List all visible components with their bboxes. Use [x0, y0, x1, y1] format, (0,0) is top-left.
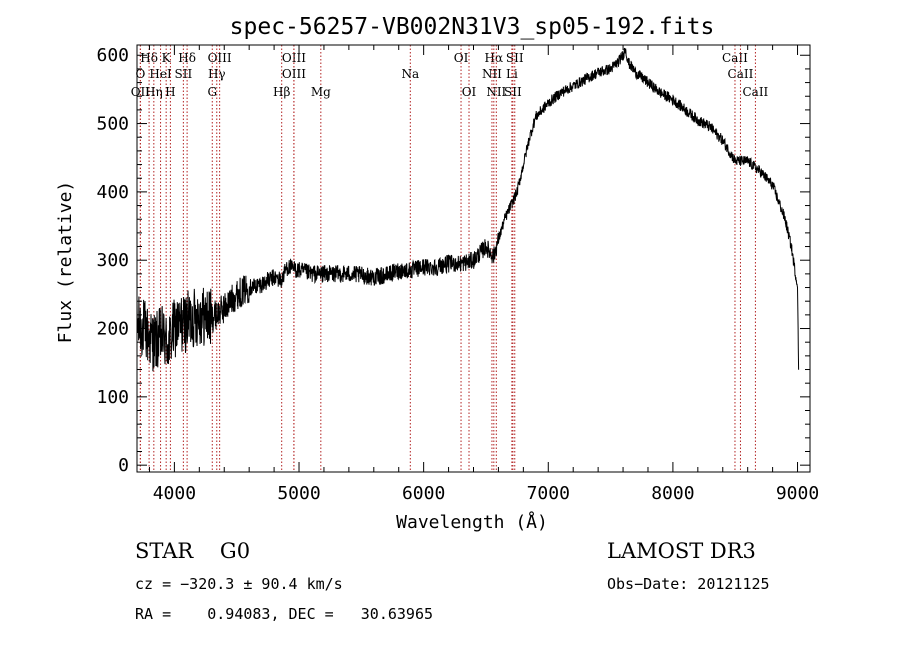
- survey-name: LAMOST DR3: [607, 539, 756, 563]
- redshift-cz: cz = −320.3 ± 90.4 km/s: [135, 575, 343, 593]
- spectrum-chart: spec-56257-VB002N31V3_sp05-192.fits Hδ K H…: [55, 14, 819, 533]
- x-tick-label: 9000: [776, 483, 819, 504]
- y-tick-label: 300: [96, 250, 129, 271]
- line-label: OII: [131, 85, 151, 99]
- line-label: HeI: [149, 67, 172, 81]
- line-label: H: [165, 85, 175, 99]
- observation-date: Obs−Date: 20121125: [607, 575, 770, 593]
- y-tick-label: 0: [118, 455, 129, 476]
- x-tick-label: 8000: [651, 483, 694, 504]
- y-tick-label: 500: [96, 114, 129, 135]
- y-tick-label: 100: [96, 387, 129, 408]
- y-axis-label: Flux (relative): [55, 181, 76, 344]
- y-tick-label: 200: [96, 319, 129, 340]
- y-tick-label: 600: [96, 45, 129, 66]
- line-label: Hγ: [208, 67, 226, 81]
- x-axis-label: Wavelength (Å): [396, 511, 548, 533]
- line-label: NII: [486, 85, 506, 99]
- line-label: Hβ: [273, 85, 290, 99]
- object-class: STAR G0: [135, 539, 251, 563]
- line-label: SII: [506, 51, 524, 65]
- y-tick-label: 400: [96, 182, 129, 203]
- line-label: CaII: [742, 85, 768, 99]
- x-tick-label: 4000: [153, 483, 196, 504]
- line-label: Hα: [485, 51, 504, 65]
- line-label: OIII: [208, 51, 232, 65]
- line-label: NII: [482, 67, 502, 81]
- line-label: OI: [462, 85, 477, 99]
- coordinates: RA = 0.94083, DEC = 30.63965: [135, 605, 434, 623]
- line-label: K: [162, 51, 172, 65]
- x-tick-label: 7000: [527, 483, 570, 504]
- line-label: SII: [504, 85, 522, 99]
- line-label: CaII: [722, 51, 748, 65]
- line-label: G: [207, 85, 217, 99]
- line-label: Na: [401, 67, 419, 81]
- line-label: SII: [175, 67, 193, 81]
- line-label: Hδ: [140, 51, 158, 65]
- axes: 4000 5000 6000 7000 8000 9000 0 100 200 300 400 500…: [96, 45, 819, 504]
- chart-title: spec-56257-VB002N31V3_sp05-192.fits: [230, 14, 715, 40]
- spectrum-line: [136, 47, 800, 372]
- line-label: Hδ: [178, 51, 196, 65]
- line-label: OIII: [282, 67, 306, 81]
- x-tick-label: 6000: [402, 483, 445, 504]
- x-tick-label: 5000: [277, 483, 320, 504]
- line-label: CaII: [728, 67, 754, 81]
- line-label: Mg: [311, 85, 331, 99]
- line-label: OI: [454, 51, 469, 65]
- series-layer: [136, 47, 800, 372]
- line-label: OIII: [282, 51, 306, 65]
- line-label: Li: [506, 67, 518, 81]
- line-label: Hη: [145, 85, 163, 99]
